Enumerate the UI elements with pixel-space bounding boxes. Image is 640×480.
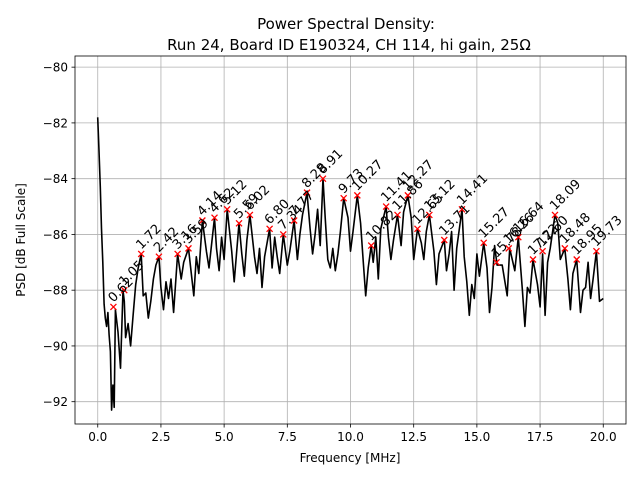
- peak-marker: [480, 239, 488, 247]
- peak-marker: [539, 247, 547, 255]
- x-tick-label: 0.0: [88, 430, 107, 444]
- peak-marker: [246, 211, 254, 219]
- peak-marker: [505, 244, 513, 252]
- peak-marker: [367, 242, 375, 250]
- peak-marker: [493, 258, 501, 266]
- peak-marker: [174, 250, 182, 258]
- peak-marker: [551, 211, 559, 219]
- peak-marker: [223, 205, 231, 213]
- psd-line: [96, 117, 604, 411]
- peak-marker: [155, 253, 163, 261]
- y-tick-label: −82: [43, 116, 68, 130]
- peak-marker: [529, 256, 537, 263]
- axis-ticks: 0.0 2.5 5.0 7.5 10.0 12.5 15.0 17.5 20.0 −92 −90 −8…: [43, 61, 617, 444]
- peak-marker: [185, 244, 192, 252]
- peak-marker: [425, 211, 433, 219]
- peak-marker: [137, 250, 145, 258]
- peak-marker: [266, 225, 274, 233]
- x-tick-label: 7.5: [278, 430, 297, 444]
- peak-marker: [382, 203, 390, 211]
- x-tick-label: 12.5: [400, 430, 427, 444]
- peak-marker: [458, 205, 466, 213]
- peak-marker: [211, 214, 218, 222]
- peak-marker: [414, 225, 421, 233]
- peak-marker: [290, 217, 298, 224]
- y-tick-label: −92: [43, 395, 68, 409]
- chart-title: Power Spectral Density:: [257, 15, 435, 33]
- peak-marker: [319, 175, 327, 183]
- peak-marker: [303, 189, 311, 197]
- y-tick-label: −88: [43, 284, 68, 298]
- y-tick-label: −80: [43, 61, 68, 75]
- y-axis-label: PSD [dB Full Scale]: [14, 183, 28, 297]
- peak-marker: [120, 286, 128, 294]
- peak-marker: [198, 217, 206, 224]
- x-tick-label: 10.0: [337, 430, 364, 444]
- peak-marker: [440, 236, 448, 244]
- peak-marker: [573, 256, 581, 263]
- peak-marker: [353, 191, 361, 199]
- x-axis-label: Frequency [MHz]: [300, 451, 401, 465]
- peak-marker: [235, 219, 243, 227]
- y-tick-label: −90: [43, 339, 68, 353]
- peak-marker: [109, 303, 117, 311]
- peak-marker: [394, 211, 401, 219]
- y-tick-label: −86: [43, 228, 68, 242]
- plot-frame: [74, 55, 627, 425]
- peak-marker: [340, 194, 348, 202]
- x-tick-label: 5.0: [215, 430, 234, 444]
- x-tick-label: 20.0: [590, 430, 617, 444]
- peak-markers: [109, 175, 600, 311]
- peak-marker: [561, 244, 569, 252]
- x-tick-label: 15.0: [464, 430, 491, 444]
- peak-marker: [592, 247, 600, 255]
- peak-marker: [514, 233, 522, 241]
- peak-marker: [404, 191, 412, 199]
- peak-marker: [279, 230, 287, 238]
- chart-subtitle: Run 24, Board ID E190324, CH 114, hi gai…: [167, 36, 531, 54]
- grid-lines: [75, 56, 626, 424]
- psd-series: [96, 117, 604, 411]
- y-tick-label: −84: [43, 172, 68, 186]
- x-tick-label: 2.5: [151, 430, 170, 444]
- x-tick-label: 17.5: [527, 430, 554, 444]
